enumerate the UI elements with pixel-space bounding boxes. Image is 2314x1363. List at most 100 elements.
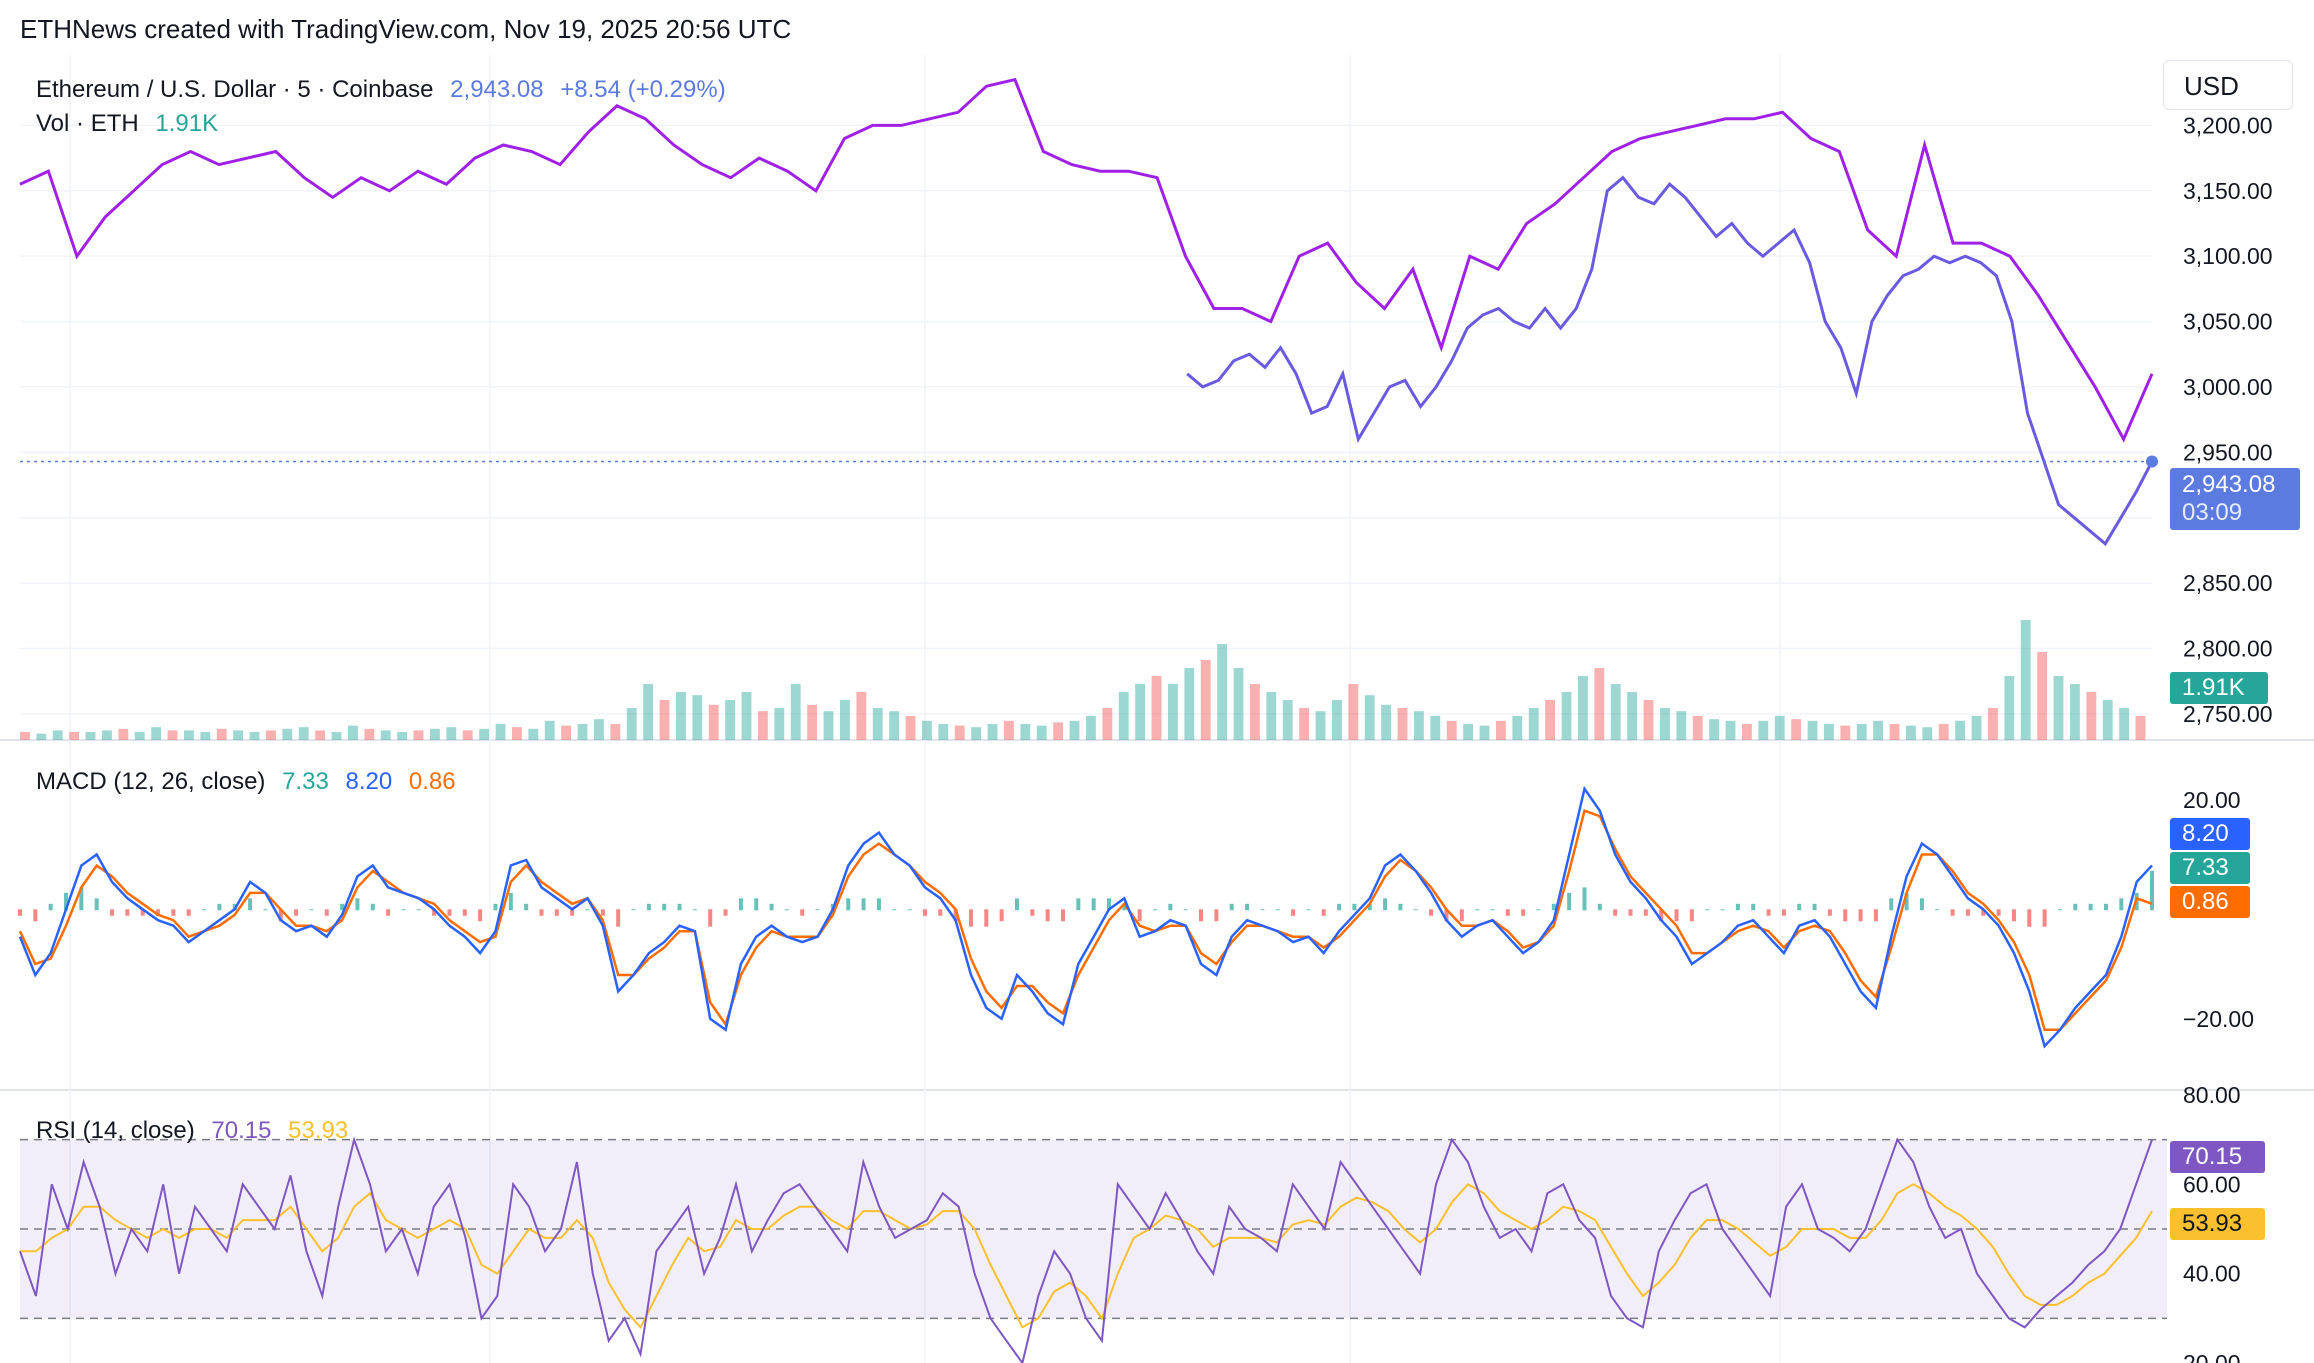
- macd-histogram-bar: [1153, 909, 1158, 911]
- price-axis-tick: 3,100.00: [2183, 243, 2273, 269]
- macd-histogram-bar: [1643, 909, 1648, 916]
- volume-bar: [2135, 716, 2146, 740]
- volume-bar: [36, 733, 47, 740]
- macd-histogram-bar: [1751, 903, 1756, 911]
- volume-bar: [1381, 704, 1392, 740]
- volume-bar: [1348, 684, 1359, 740]
- volume-bar: [85, 732, 96, 740]
- macd-histogram-bar: [478, 909, 483, 922]
- macd-histogram-bar: [1505, 909, 1510, 916]
- volume-bar: [512, 727, 522, 740]
- rsi-ma-label: 53.93: [2170, 1208, 2265, 1240]
- macd-histogram-bar: [1183, 909, 1188, 911]
- macd-histogram-bar: [1076, 898, 1081, 911]
- volume-bar: [1446, 720, 1457, 740]
- macd-histogram-bar: [1659, 909, 1664, 922]
- volume-bar: [1299, 708, 1310, 740]
- macd-histogram-bar: [432, 909, 437, 916]
- macd-histogram-bar: [1766, 909, 1771, 916]
- volume-bar: [413, 730, 424, 740]
- macd-hist-value: 7.33: [282, 768, 329, 795]
- volume-bar: [2004, 676, 2015, 740]
- volume-bar: [2020, 620, 2031, 740]
- macd-histogram-bar: [462, 909, 467, 916]
- volume-bar: [1020, 724, 1031, 740]
- last-price: 2,943.08: [450, 76, 544, 103]
- volume-bar: [577, 724, 588, 740]
- volume-bar: [348, 725, 358, 740]
- volume-bar: [430, 728, 440, 740]
- volume-bar: [1725, 720, 1736, 740]
- volume-bar: [905, 716, 916, 740]
- macd-histogram-bar: [1904, 892, 1909, 911]
- volume-bar: [823, 711, 834, 740]
- volume-bar: [1151, 676, 1162, 740]
- volume-bar: [889, 711, 900, 740]
- macd-histogram-bar: [846, 898, 851, 911]
- price-line: [19, 77, 2162, 547]
- rsi-axis-tick: 80.00: [2183, 1082, 2241, 1108]
- macd-histogram-bar: [1030, 909, 1035, 916]
- macd-histogram-bar: [309, 909, 314, 911]
- volume-bar: [266, 730, 276, 740]
- macd-histogram-bar: [386, 909, 391, 916]
- macd-histogram-bar: [1536, 909, 1541, 911]
- volume-bar: [134, 732, 145, 740]
- price-axis-tick: 3,200.00: [2183, 112, 2273, 138]
- volume-bar: [741, 692, 752, 740]
- macd-histogram-bar: [662, 903, 667, 911]
- macd-histogram-bar: [600, 909, 605, 916]
- macd-histogram-bar: [616, 909, 621, 927]
- volume-bar: [1118, 692, 1129, 740]
- macd-histogram-bar: [938, 909, 943, 916]
- macd-histogram-bar: [447, 909, 452, 916]
- volume-bar: [1610, 684, 1621, 740]
- volume-bar: [2053, 676, 2064, 740]
- macd-histogram-bar: [953, 909, 958, 922]
- volume-bar: [1856, 724, 1867, 740]
- macd-histogram-bar: [263, 909, 268, 911]
- macd-histogram-bar: [1337, 903, 1342, 911]
- volume-bar: [118, 728, 129, 740]
- macd-histogram-bar: [2119, 898, 2124, 911]
- macd-histogram-bar: [278, 909, 283, 922]
- macd-histogram-bar: [1060, 909, 1065, 922]
- grid: [0, 55, 2314, 1363]
- macd-histogram-bar: [64, 892, 69, 911]
- macd-histogram-bar: [1950, 909, 1955, 916]
- volume-bar: [167, 730, 178, 740]
- rsi-ma-value: 53.93: [288, 1117, 349, 1144]
- macd-histogram-bar: [1260, 909, 1265, 911]
- macd-histogram-bar: [48, 903, 53, 911]
- volume-bar: [1512, 716, 1523, 740]
- currency-selector[interactable]: USD: [2163, 60, 2293, 110]
- volume-bar: [2102, 700, 2113, 740]
- volume-bar: [1938, 724, 1949, 740]
- macd-histogram-bar: [968, 909, 973, 927]
- volume-bar: [479, 728, 490, 740]
- price-axis-tick: 3,000.00: [2183, 374, 2273, 400]
- macd-histogram-bar: [493, 903, 498, 911]
- price-series-line: [19, 77, 2154, 443]
- rsi-legend: RSI (14, close) 70.15 53.93: [36, 1117, 358, 1145]
- macd-histogram-bar: [2057, 909, 2062, 911]
- last-price-dot: [2146, 455, 2158, 468]
- macd-histogram-bar: [1689, 909, 1694, 922]
- macd-histogram-bar: [1919, 898, 1924, 911]
- macd-histogram-bar: [1122, 903, 1127, 911]
- macd-histogram-bar: [110, 909, 115, 916]
- volume-bar: [758, 711, 768, 740]
- macd-histogram-bar: [723, 909, 728, 916]
- price-axis-tick: 2,850.00: [2183, 570, 2273, 596]
- macd-histogram-bar: [815, 909, 820, 911]
- volume-bar: [1906, 725, 1916, 740]
- macd-histogram-bar: [1168, 903, 1173, 911]
- volume-bar: [626, 708, 637, 740]
- volume-bar: [1889, 724, 1900, 740]
- volume-bar: [69, 732, 80, 740]
- price-axis-tick: 2,950.00: [2183, 439, 2273, 465]
- macd-histogram-bar: [984, 909, 989, 927]
- volume-bar: [1709, 719, 1720, 740]
- volume-bar: [840, 700, 850, 740]
